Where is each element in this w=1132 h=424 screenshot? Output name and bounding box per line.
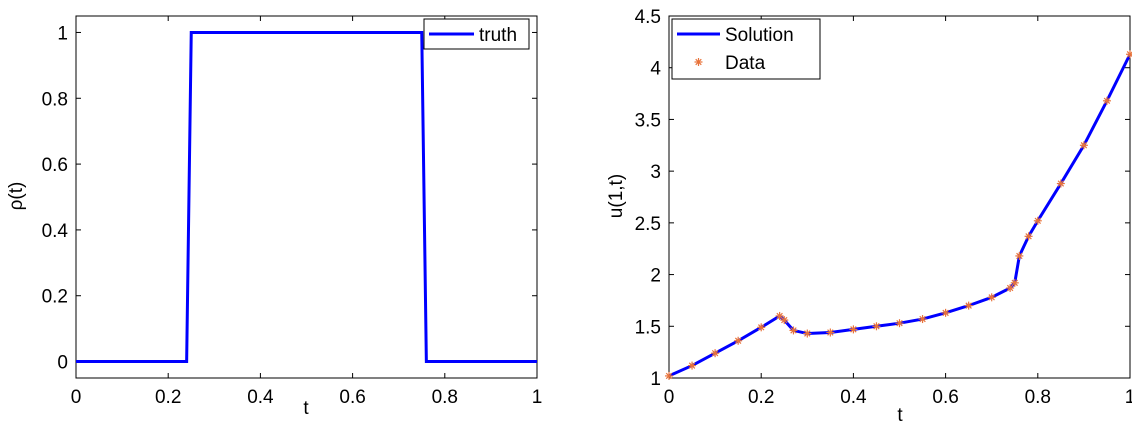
- right-series-data-point: [964, 301, 973, 310]
- right-xtick-label: 0.8: [1025, 387, 1051, 408]
- right-ytick-label: 1.5: [635, 317, 661, 338]
- left-ytick-label: 0.8: [42, 89, 68, 110]
- right-series-data-point: [1079, 141, 1088, 150]
- right-xtick-label: 0.2: [748, 387, 774, 408]
- right-legend-label-data: Data: [725, 53, 766, 74]
- right-series-data-point: [688, 361, 697, 370]
- left-ytick-label: 0.4: [42, 221, 69, 242]
- right-legend-swatch-data: [694, 58, 703, 66]
- right-series-data-point: [1010, 278, 1019, 287]
- right-series-data-point: [987, 293, 996, 302]
- right-series-data-point: [895, 319, 904, 328]
- right-series-data-point: [849, 325, 858, 334]
- right-series-data-point: [780, 316, 789, 325]
- right-ytick-label: 2: [650, 266, 661, 287]
- right-ytick-label: 2.5: [635, 214, 661, 235]
- chart-left: 0 0.2 0.4 0.6 0.8 1 0 0.2 0.4 0.6 0.8 1 t ρ(t) truth: [6, 15, 543, 419]
- left-ytick-label: 1: [57, 23, 68, 44]
- right-series-data-point: [941, 308, 950, 317]
- left-legend-label-truth: truth: [479, 25, 517, 46]
- left-xtick-label: 1: [532, 387, 543, 408]
- right-ytick-label: 3: [650, 162, 661, 183]
- left-series-truth-line: [76, 30, 537, 364]
- left-legend: truth: [423, 18, 530, 50]
- right-series-data-point: [789, 326, 798, 335]
- right-series-data-point: [803, 329, 812, 338]
- right-xtick-label: 0.6: [932, 387, 958, 408]
- left-xlabel: t: [303, 398, 309, 419]
- right-series-data-point: [665, 371, 673, 380]
- right-ytick-label: 1: [650, 369, 661, 390]
- right-series-data-point: [1056, 179, 1065, 188]
- right-series-data-point: [826, 328, 835, 337]
- right-ylabel: u(1,t): [606, 174, 627, 218]
- right-legend: Solution Data: [671, 18, 821, 80]
- right-series-data-point: [1015, 251, 1024, 260]
- right-series-data-point: [1102, 96, 1111, 105]
- left-axes-box: [75, 15, 538, 379]
- right-series-data-point: [711, 349, 720, 358]
- right-ytick-label: 3.5: [635, 110, 661, 131]
- right-series-data-point: [872, 322, 881, 331]
- left-ytick-label: 0.2: [42, 287, 68, 308]
- left-ytick-label: 0.6: [42, 155, 68, 176]
- left-xtick-label: 0.8: [432, 387, 458, 408]
- right-xtick-label: 1: [1125, 387, 1132, 408]
- left-ylabel: ρ(t): [6, 182, 27, 211]
- right-legend-label-solution: Solution: [725, 25, 794, 46]
- right-series-data-point: [918, 315, 927, 324]
- right-xtick-label: 0.4: [840, 387, 867, 408]
- right-ytick-label: 4: [650, 59, 661, 80]
- left-ytick-label: 0: [57, 353, 68, 374]
- left-xtick-label: 0.4: [247, 387, 274, 408]
- right-legend-box: [671, 18, 821, 80]
- right-series-data-point: [1006, 284, 1015, 293]
- right-series-solution-line: [668, 53, 1132, 378]
- chart-right: 0 0.2 0.4 0.6 0.8 1 1 1.5 2 2.5 3 3.5 4 4.5 t u(1,t) Sol…: [606, 7, 1132, 424]
- right-series-data-point: [734, 336, 743, 345]
- left-xtick-label: 0.2: [155, 387, 181, 408]
- right-ytick-label: 4.5: [635, 7, 661, 28]
- right-series-data-point: [1024, 232, 1033, 241]
- right-series-data-point: [757, 323, 766, 332]
- right-xlabel: t: [897, 405, 903, 424]
- left-xtick-label: 0: [71, 387, 82, 408]
- right-xtick-label: 0: [664, 387, 675, 408]
- right-series-data-point: [1033, 216, 1042, 225]
- left-xtick-label: 0.6: [339, 387, 365, 408]
